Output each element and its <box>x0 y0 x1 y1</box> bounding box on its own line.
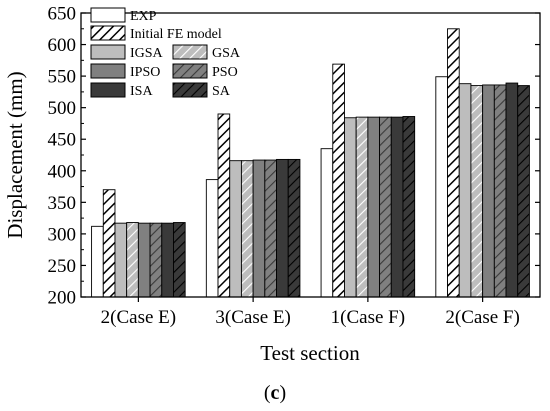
y-tick-label: 550 <box>48 67 77 88</box>
x-tick-label: 1(Case F) <box>331 307 405 328</box>
bar-initial-fe-model-1-case-f <box>332 63 345 298</box>
legend-swatch-igsa <box>90 44 126 60</box>
x-tick-label: 3(Case E) <box>215 307 290 328</box>
legend-label-pso: PSO <box>212 65 238 80</box>
legend-swatch-ipso <box>90 63 126 79</box>
bar-gsa-1-case-f <box>355 116 369 298</box>
legend-swatch-pso <box>172 63 208 79</box>
bar-exp-2-case-f <box>435 76 448 298</box>
bar-exp-2-case-e <box>91 225 104 298</box>
bars-layer <box>91 28 530 298</box>
legend-swatch-gsa <box>172 44 208 60</box>
bar-igsa-1-case-f <box>344 117 357 298</box>
y-tick-label: 300 <box>48 224 77 245</box>
y-tick-label: 200 <box>48 288 77 309</box>
legend-label-initial-fe-model: Initial FE model <box>130 27 222 42</box>
bar-sa-1-case-f <box>402 116 416 298</box>
legend-label-exp: EXP <box>130 9 157 24</box>
bar-pso-2-case-e <box>149 222 163 298</box>
y-tick-label: 350 <box>48 193 77 214</box>
bar-isa-2-case-f <box>505 82 519 298</box>
bar-gsa-2-case-e <box>126 222 139 298</box>
bar-gsa-2-case-f <box>470 85 484 298</box>
y-axis-title: Displacement (mm) <box>3 71 27 238</box>
bar-initial-fe-model-2-case-e <box>102 189 116 298</box>
x-tick-label: 2(Case F) <box>445 307 519 328</box>
bar-igsa-2-case-f <box>458 83 472 298</box>
bar-initial-fe-model-3-case-e <box>217 113 231 298</box>
bar-ipso-3-case-e <box>252 159 266 298</box>
legend-swatch-sa <box>172 82 208 98</box>
bar-igsa-2-case-e <box>114 222 128 298</box>
legend: EXP Initial FE model IGSA GSA IPSO PSO ISA SA <box>90 7 241 99</box>
legend-swatch-isa <box>90 82 126 98</box>
bar-sa-2-case-e <box>173 222 186 298</box>
bar-initial-fe-model-2-case-f <box>447 28 460 298</box>
panel-label: (c) <box>264 382 286 404</box>
bar-gsa-3-case-e <box>240 160 254 298</box>
legend-label-isa: ISA <box>130 84 153 99</box>
bar-sa-3-case-e <box>287 158 301 298</box>
legend-label-gsa: GSA <box>212 46 241 61</box>
y-axis: 200 250 300 350 400 450 500 550 600 650 <box>48 4 540 309</box>
bar-ipso-2-case-f <box>482 84 495 298</box>
bar-exp-1-case-f <box>320 148 334 298</box>
y-tick-label: 600 <box>48 35 77 56</box>
legend-swatch-exp <box>90 7 126 23</box>
y-tick-label: 450 <box>48 130 77 151</box>
legend-label-igsa: IGSA <box>130 46 164 61</box>
bar-pso-2-case-f <box>493 84 507 298</box>
legend-swatch-initial-fe-model <box>90 25 126 41</box>
plot-frame <box>80 12 541 298</box>
legend-label-ipso: IPSO <box>130 65 160 80</box>
bar-sa-2-case-f <box>517 85 530 298</box>
x-tick-label: 2(Case E) <box>101 307 176 328</box>
bar-ipso-1-case-f <box>367 116 381 298</box>
bar-igsa-3-case-e <box>229 160 242 298</box>
bar-pso-1-case-f <box>379 116 392 298</box>
x-axis-title: Test section <box>260 341 360 365</box>
y-tick-label: 500 <box>48 98 77 119</box>
bar-ipso-2-case-e <box>137 222 151 298</box>
bar-exp-3-case-e <box>205 179 219 298</box>
y-tick-label: 400 <box>48 161 77 182</box>
bar-isa-3-case-e <box>276 158 289 298</box>
bar-pso-3-case-e <box>264 159 277 298</box>
bar-isa-1-case-f <box>390 116 404 298</box>
bar-isa-2-case-e <box>161 222 174 298</box>
y-tick-label: 250 <box>48 256 77 277</box>
y-tick-label: 650 <box>48 4 77 25</box>
x-axis: 2(Case E) 3(Case E) 1(Case F) 2(Case F) <box>101 297 520 328</box>
legend-label-sa: SA <box>212 84 231 99</box>
